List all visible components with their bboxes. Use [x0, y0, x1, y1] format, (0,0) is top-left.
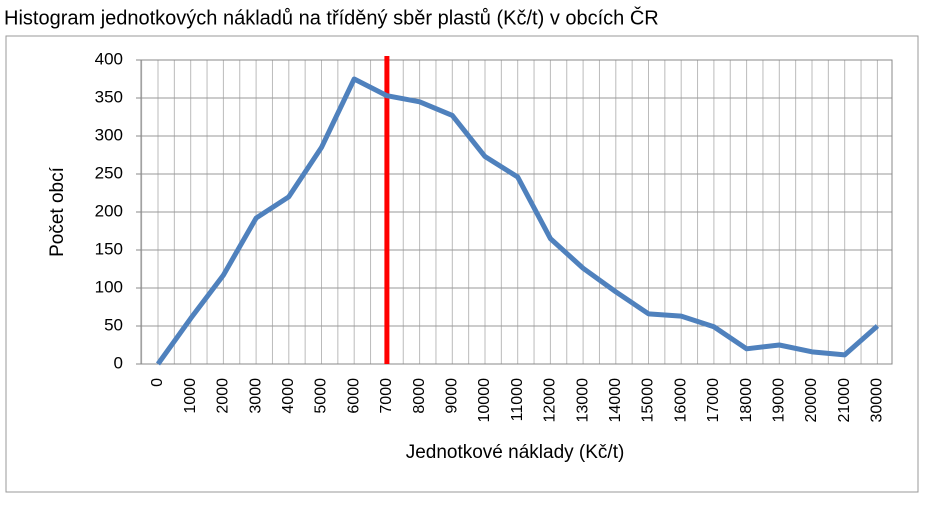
x-tick-label: 16000: [672, 378, 689, 423]
x-axis-label: Jednotkové náklady (Kč/t): [406, 442, 625, 463]
x-tick-label: 3000: [247, 378, 264, 414]
data-line: [155, 76, 880, 366]
x-tick-label: 17000: [705, 378, 722, 423]
x-tick-label: 4000: [280, 378, 297, 414]
x-tick-label: 13000: [574, 378, 591, 423]
x-tick-label: 15000: [640, 378, 657, 423]
plot-border: [140, 59, 893, 365]
y-tick-label: 300: [95, 125, 123, 144]
x-tick-label: 14000: [607, 378, 624, 423]
x-tick-label: 30000: [869, 378, 886, 423]
y-axis-label: Počet obcí: [47, 166, 68, 256]
y-tick-label: 350: [95, 87, 123, 106]
x-tick-label: 19000: [771, 378, 788, 423]
x-tick-label: 7000: [378, 378, 395, 414]
x-tick-label: 8000: [411, 378, 428, 414]
x-tick-label: 18000: [738, 378, 755, 423]
y-tick-label: 0: [114, 353, 123, 372]
x-tick-label: 21000: [836, 378, 853, 423]
x-tick-label: 20000: [803, 378, 820, 423]
x-tick-label: 0: [149, 378, 166, 387]
x-tick-label: 11000: [509, 378, 526, 421]
y-tick-label: 50: [104, 315, 123, 334]
y-tick-label: 400: [95, 49, 123, 68]
x-tick-label: 12000: [542, 378, 559, 423]
x-tick-label: 1000: [182, 378, 199, 414]
chart-title: Histogram jednotkových nákladů na tříděn…: [4, 6, 659, 29]
x-tick-label: 9000: [444, 378, 461, 414]
chart-border: [5, 35, 919, 493]
x-tick-label: 5000: [313, 378, 330, 414]
y-tick-label: 100: [95, 277, 123, 296]
y-tick-label: 150: [95, 239, 123, 258]
y-tick-label: 250: [95, 163, 123, 182]
y-tick-label: 200: [95, 201, 123, 220]
x-tick-label: 10000: [476, 378, 493, 423]
x-tick-label: 6000: [345, 378, 362, 414]
x-tick-label: 2000: [215, 378, 232, 414]
